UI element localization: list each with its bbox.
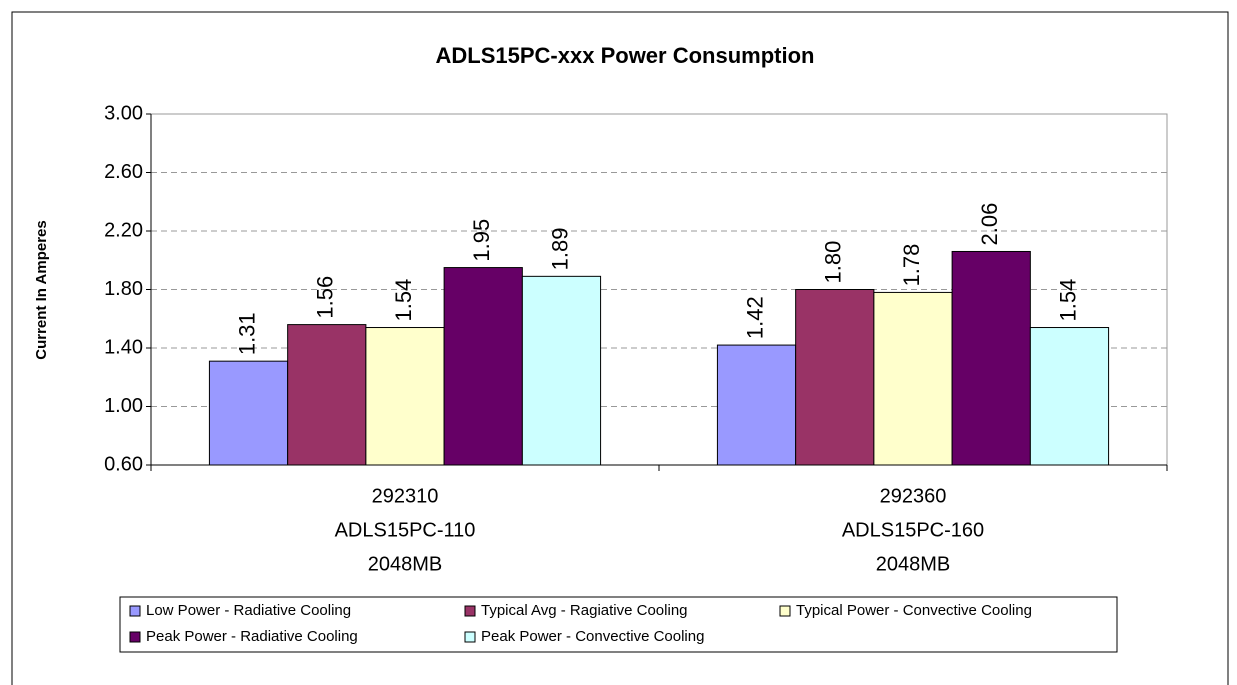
chart-title: ADLS15PC-xxx Power Consumption [436, 43, 815, 68]
legend-label: Low Power - Radiative Cooling [146, 602, 351, 619]
y-axis-label: Current In Amperes [33, 220, 50, 359]
y-tick-label: 2.20 [104, 219, 143, 241]
y-tick-label: 0.60 [104, 453, 143, 475]
data-label: 1.31 [234, 312, 259, 355]
data-label: 1.89 [547, 228, 572, 271]
legend-box [119, 596, 1118, 653]
y-tick-label: 1.40 [104, 336, 143, 358]
x-tick-label: ADLS15PC-110 [335, 519, 476, 541]
bar [873, 291, 953, 466]
x-tick-label: ADLS15PC-160 [842, 519, 984, 541]
legend-label: Typical Power - Convective Cooling [796, 602, 1032, 619]
bar [521, 275, 602, 466]
legend-swatch [129, 605, 141, 617]
data-label: 2.06 [977, 203, 1002, 246]
bar [716, 344, 797, 466]
legend-swatch [464, 631, 476, 643]
x-tick-label: 2048MB [876, 553, 951, 575]
data-label: 1.80 [821, 241, 846, 284]
bar [951, 250, 1031, 466]
x-tick-label: 292360 [880, 485, 947, 507]
legend-label: Peak Power - Convective Cooling [481, 628, 704, 645]
y-tick-label: 1.00 [104, 395, 143, 417]
legend-label: Typical Avg - Ragiative Cooling [481, 602, 688, 619]
legend-swatch [464, 605, 476, 617]
data-label: 1.95 [469, 219, 494, 262]
bar [1029, 327, 1110, 466]
x-tick-label: 2048MB [368, 553, 443, 575]
bar [443, 267, 523, 466]
legend-swatch [779, 605, 791, 617]
legend-swatch [129, 631, 141, 643]
bar [795, 289, 875, 466]
bar [208, 360, 289, 466]
bar [287, 324, 367, 466]
x-tick-label: 292310 [372, 485, 439, 507]
y-tick-label: 2.60 [104, 161, 143, 183]
data-label: 1.54 [391, 279, 416, 322]
bar [365, 327, 445, 466]
data-label: 1.42 [742, 296, 767, 339]
data-label: 1.54 [1055, 279, 1080, 322]
legend-label: Peak Power - Radiative Cooling [146, 628, 358, 645]
data-label: 1.78 [899, 244, 924, 287]
data-label: 1.56 [313, 276, 338, 319]
y-tick-label: 3.00 [104, 102, 143, 124]
y-tick-label: 1.80 [104, 278, 143, 300]
